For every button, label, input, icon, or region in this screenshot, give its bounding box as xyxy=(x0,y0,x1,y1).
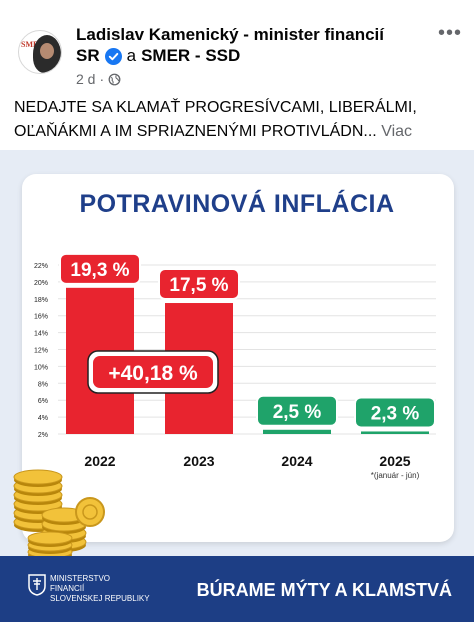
globe-icon xyxy=(108,73,121,85)
chart-title: POTRAVINOVÁ INFLÁCIA xyxy=(79,190,395,218)
value-label: 17,5 % xyxy=(169,275,228,296)
bar-2025 xyxy=(361,431,429,434)
value-label: 2,3 % xyxy=(371,403,420,424)
author-name-continued[interactable]: SR a SMER - SSD xyxy=(76,46,240,66)
post-body: NEDAJTE SA KLAMAŤ PROGRESÍVCAMI, LIBERÁL… xyxy=(14,99,417,140)
value-label: 19,3 % xyxy=(70,260,129,281)
meta-separator: · xyxy=(99,71,105,87)
coin-stack-left xyxy=(13,469,63,485)
y-tick-label: 12% xyxy=(34,348,48,355)
footer-banner: MINISTERSTVO FINANCIÍ SLOVENSKEJ REPUBLI… xyxy=(0,556,474,622)
author-avatar[interactable]: SMER xyxy=(18,30,62,74)
y-tick-label: 18% xyxy=(34,297,48,304)
verified-badge-icon xyxy=(104,47,122,65)
more-options-icon[interactable]: ••• xyxy=(437,22,462,44)
y-tick-label: 20% xyxy=(34,280,48,287)
post-meta: 2 d · xyxy=(76,71,121,87)
y-tick-label: 10% xyxy=(34,364,48,371)
category-label: 2024 xyxy=(281,453,312,469)
post-header: SMER Ladislav Kamenický - minister finan… xyxy=(0,0,474,140)
coin-stack-front xyxy=(27,531,73,545)
see-more-link[interactable]: Viac xyxy=(381,123,413,140)
y-tick-label: 16% xyxy=(34,314,48,321)
ministry-name: MINISTERSTVO FINANCIÍ SLOVENSKEJ REPUBLI… xyxy=(50,574,150,603)
author-name-end[interactable]: SR xyxy=(76,46,100,65)
author-photo xyxy=(33,35,61,73)
infographic[interactable]: POTRAVINOVÁ INFLÁCIA 2% 4% 6% 8% 10% 12% 14% 16… xyxy=(0,150,474,622)
bar-2024 xyxy=(263,429,331,434)
standing-coin-inner xyxy=(82,504,98,520)
slovak-coat-of-arms-icon xyxy=(28,574,46,596)
total-badge-label: +40,18 % xyxy=(108,362,198,385)
category-label: 2022 xyxy=(84,453,115,469)
y-tick-label: 8% xyxy=(38,381,48,388)
y-tick-label: 14% xyxy=(34,331,48,338)
coauthor-name[interactable]: SMER - SSD xyxy=(141,46,241,65)
y-tick-label: 4% xyxy=(38,415,48,422)
post-text: NEDAJTE SA KLAMAŤ PROGRESÍVCAMI, LIBERÁL… xyxy=(14,96,464,144)
value-badge-2025 xyxy=(354,396,436,429)
total-badge xyxy=(93,356,213,388)
inflation-bar-chart: 2% 4% 6% 8% 10% 12% 14% 16% 18% 20% 22% 19,3 % 2022 1… xyxy=(13,252,436,556)
category-label: 2023 xyxy=(183,453,214,469)
value-badge-2024 xyxy=(256,394,338,427)
footer-slogan: BÚRAME MÝTY A KLAMSTVÁ xyxy=(196,580,452,600)
category-label: 2025 xyxy=(379,453,410,469)
post-time[interactable]: 2 d xyxy=(76,71,96,87)
category-note: *(január - jún) xyxy=(371,471,420,480)
party-logo: SMER xyxy=(21,40,45,49)
value-badge-2022 xyxy=(59,252,141,285)
y-tick-label: 6% xyxy=(38,398,48,405)
value-label: 2,5 % xyxy=(273,402,322,423)
y-tick-label: 2% xyxy=(38,432,48,439)
y-tick-label: 22% xyxy=(34,263,48,270)
standing-coin xyxy=(75,497,105,527)
value-badge-2023 xyxy=(158,268,240,301)
conjunction-text: a xyxy=(126,46,137,65)
author-name[interactable]: Ladislav Kamenický - minister financií xyxy=(76,25,385,44)
